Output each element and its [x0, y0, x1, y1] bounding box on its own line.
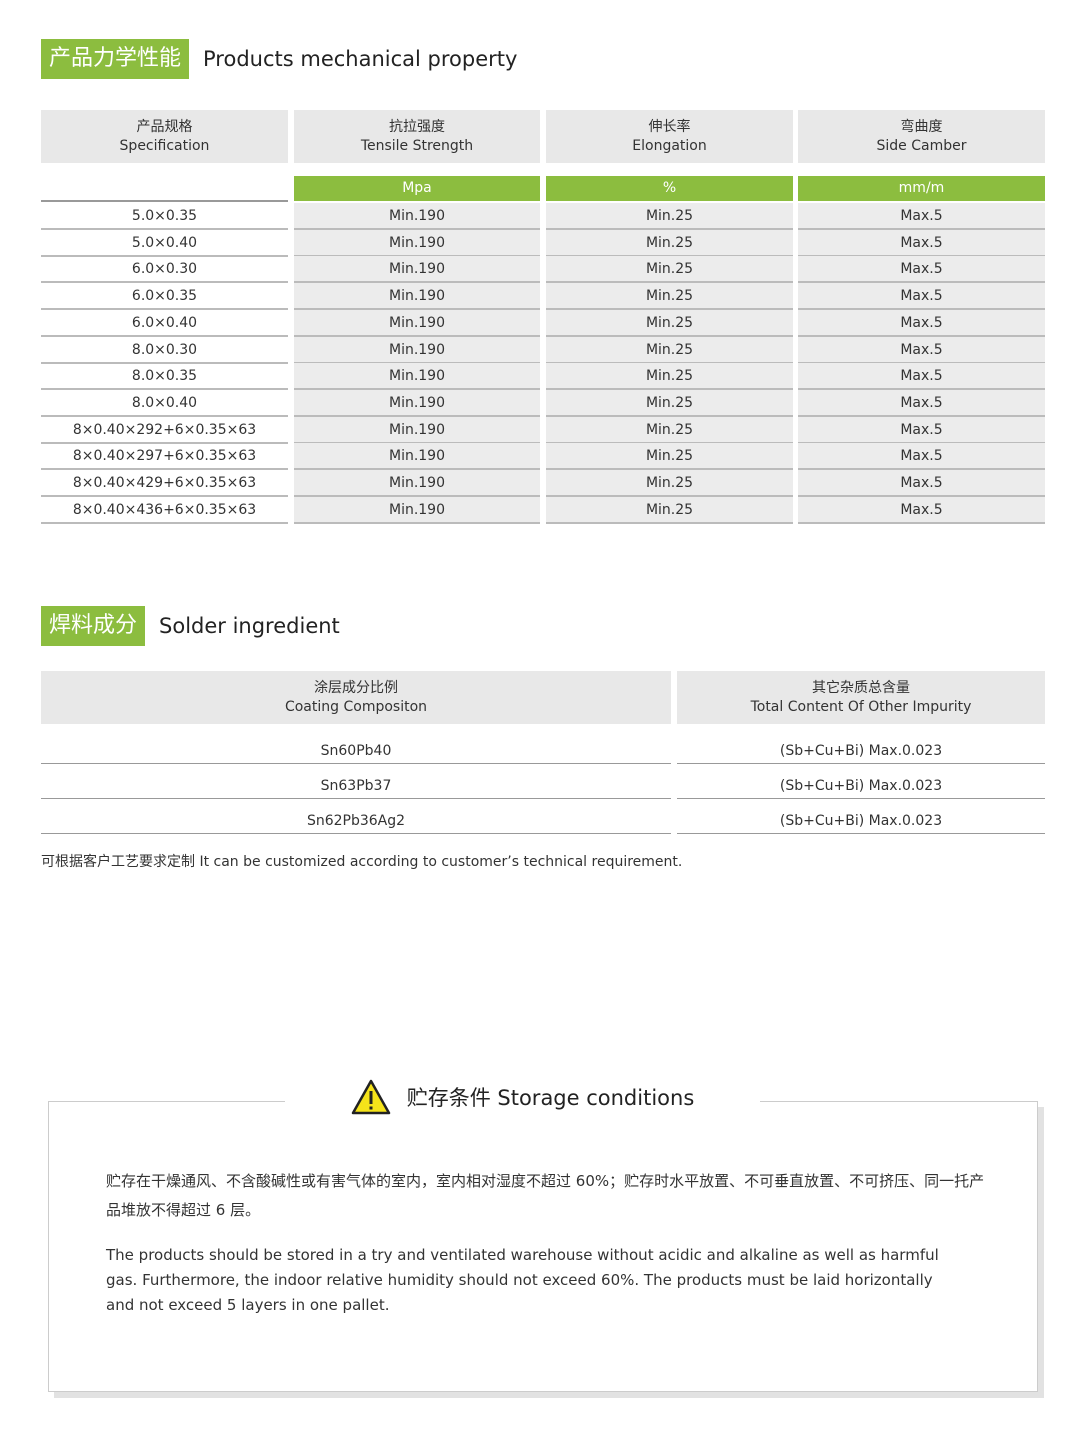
value-cell: Max.5 — [798, 336, 1045, 364]
column-header-en: Side Camber — [876, 137, 967, 154]
value-cell: Min.25 — [546, 416, 793, 444]
value-cell: Min.25 — [546, 309, 793, 337]
value-cell: Max.5 — [798, 363, 1045, 391]
value-cell: Min.190 — [294, 203, 540, 230]
storage-title: 贮存条件 Storage conditions — [406, 1086, 695, 1110]
header-divider — [41, 200, 288, 202]
value-cell: Min.190 — [294, 283, 540, 311]
column-header-cn: 产品规格 — [136, 118, 193, 135]
column-header: 弯曲度 Side Camber — [798, 110, 1045, 163]
value-cell: Max.5 — [798, 283, 1045, 311]
storage-box — [48, 1101, 1038, 1392]
value-cell: Min.190 — [294, 363, 540, 391]
customization-note: 可根据客户工艺要求定制 It can be customized accordi… — [41, 854, 683, 870]
column-header: 产品规格 Specification — [41, 110, 288, 163]
value-cell: Min.25 — [546, 229, 793, 257]
impurity-cell: (Sb+Cu+Bi) Max.0.023 — [677, 737, 1045, 764]
value-cell: Max.5 — [798, 389, 1045, 417]
value-cell: Min.190 — [294, 496, 540, 524]
column-header-cn: 涂层成分比例 — [314, 679, 398, 696]
unit-cell: mm/m — [798, 176, 1045, 201]
coating-cell: Sn63Pb37 — [41, 772, 671, 799]
value-cell: Min.190 — [294, 443, 540, 471]
column-header-cn: 抗拉强度 — [389, 118, 445, 135]
value-cell: Max.5 — [798, 309, 1045, 337]
spec-cell: 8.0×0.30 — [41, 337, 288, 364]
storage-title-bar: 贮存条件 Storage conditions — [285, 1078, 760, 1116]
solder-section-header: 焊料成分 Solder ingredient — [41, 606, 340, 646]
column-header-en: Tensile Strength — [360, 137, 474, 154]
value-cell: Max.5 — [798, 203, 1045, 230]
coating-cell: Sn62Pb36Ag2 — [41, 807, 671, 834]
column-header: 伸长率 Elongation — [546, 110, 793, 163]
mech-tag: 产品力学性能 — [41, 39, 190, 79]
value-cell: Min.25 — [546, 203, 793, 230]
spec-cell: 6.0×0.40 — [41, 310, 288, 337]
value-cell: Min.190 — [294, 229, 540, 257]
value-cell: Min.25 — [546, 470, 793, 497]
value-cell: Min.25 — [546, 283, 793, 311]
warning-icon — [351, 1079, 390, 1115]
column-header-cn: 弯曲度 — [900, 118, 943, 135]
column-header: 抗拉强度 Tensile Strength — [294, 110, 540, 163]
spec-cell: 8×0.40×436+6×0.35×63 — [41, 497, 288, 524]
spec-cell: 8.0×0.40 — [41, 390, 288, 417]
value-cell: Min.190 — [294, 309, 540, 337]
spec-cell: 8×0.40×429+6×0.35×63 — [41, 470, 288, 497]
column-header-cn: 伸长率 — [648, 118, 691, 135]
value-cell: Max.5 — [798, 470, 1045, 497]
coating-cell: Sn60Pb40 — [41, 737, 671, 764]
value-cell: Min.25 — [546, 256, 793, 284]
spec-cell: 6.0×0.35 — [41, 283, 288, 311]
value-cell: Min.25 — [546, 443, 793, 471]
value-cell: Min.190 — [294, 389, 540, 417]
value-cell: Min.25 — [546, 496, 793, 524]
spec-cell: 5.0×0.40 — [41, 230, 288, 257]
value-cell: Min.25 — [546, 363, 793, 391]
solder-tag: 焊料成分 — [41, 606, 146, 646]
column-header-en: Elongation — [632, 137, 707, 154]
spec-cell: 6.0×0.30 — [41, 256, 288, 284]
impurity-cell: (Sb+Cu+Bi) Max.0.023 — [677, 772, 1045, 799]
value-cell: Min.25 — [546, 389, 793, 417]
spec-cell: 8×0.40×297+6×0.35×63 — [41, 443, 288, 471]
value-cell: Max.5 — [798, 256, 1045, 284]
storage-text-cn: 贮存在干燥通风、不含酸碱性或有害气体的室内，室内相对湿度不超过 60%；贮存时水… — [106, 1172, 985, 1219]
spec-cell: 5.0×0.35 — [41, 203, 288, 230]
column-header-en: Specification — [119, 137, 210, 154]
value-cell: Max.5 — [798, 443, 1045, 471]
column-header-cn: 其它杂质总含量 — [812, 679, 910, 696]
unit-cell: % — [546, 176, 793, 201]
storage-text-en: The products should be stored in a try a… — [106, 1246, 939, 1314]
value-cell: Max.5 — [798, 496, 1045, 524]
mech-title: Products mechanical property — [203, 47, 518, 71]
unit-cell: Mpa — [294, 176, 540, 201]
value-cell: Min.190 — [294, 470, 540, 497]
value-cell: Min.190 — [294, 336, 540, 364]
value-cell: Max.5 — [798, 416, 1045, 444]
column-header: 其它杂质总含量 Total Content Of Other Impurity — [677, 671, 1045, 724]
column-header-en: Coating Compositon — [284, 698, 428, 715]
spec-cell: 8.0×0.35 — [41, 363, 288, 391]
value-cell: Min.190 — [294, 256, 540, 284]
column-header: 涂层成分比例 Coating Compositon — [41, 671, 671, 724]
value-cell: Min.190 — [294, 416, 540, 444]
value-cell: Max.5 — [798, 229, 1045, 257]
spec-cell: 8×0.40×292+6×0.35×63 — [41, 417, 288, 444]
column-header-en: Total Content Of Other Impurity — [750, 698, 972, 715]
impurity-cell: (Sb+Cu+Bi) Max.0.023 — [677, 807, 1045, 834]
value-cell: Min.25 — [546, 336, 793, 364]
mech-section-header: 产品力学性能 Products mechanical property — [41, 39, 517, 79]
solder-title: Solder ingredient — [159, 614, 340, 638]
